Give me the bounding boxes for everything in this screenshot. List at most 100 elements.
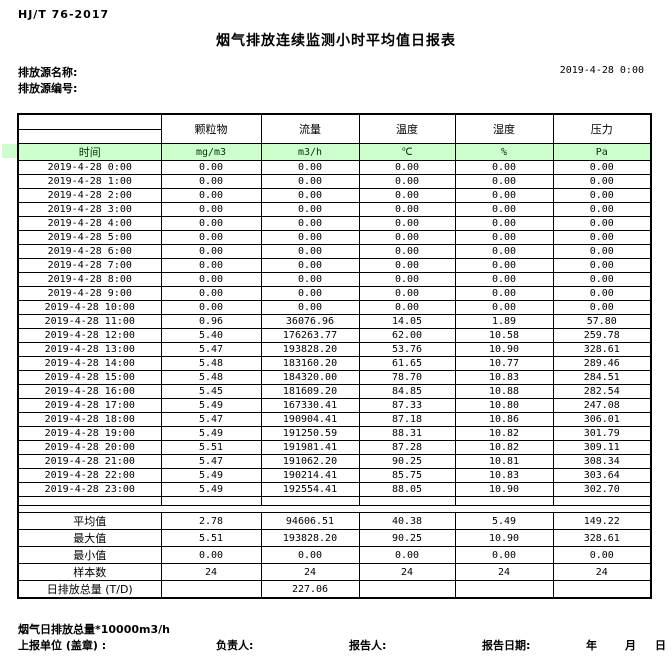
row-time: 2019-4-28 7:00 bbox=[17, 258, 162, 273]
unit-temperature: ℃ bbox=[358, 143, 456, 161]
table-row: 2019-4-28 9:00 0.00 0.00 0.00 0.00 0.00 bbox=[17, 286, 652, 301]
table-row: 2019-4-28 4:00 0.00 0.00 0.00 0.00 0.00 bbox=[17, 216, 652, 231]
unit-header-row: 时间 mg/m3 m3/h ℃ % Pa bbox=[17, 143, 652, 161]
cell-value: 0.00 bbox=[160, 546, 262, 564]
col-header-pressure: 压力 bbox=[552, 113, 652, 144]
cell-value: 191981.41 bbox=[260, 440, 360, 455]
table-row: 2019-4-28 2:00 0.00 0.00 0.00 0.00 0.00 bbox=[17, 188, 652, 203]
table-row: 2019-4-28 18:00 5.47 190904.41 87.18 10.86 30… bbox=[17, 412, 652, 427]
cell-value: 0.00 bbox=[454, 546, 554, 564]
gap-cell bbox=[17, 505, 652, 513]
unit-pressure: Pa bbox=[552, 143, 652, 161]
cell-value: 0.00 bbox=[552, 230, 652, 245]
table-row: 2019-4-28 16:00 5.45 181609.20 84.85 10.88 28… bbox=[17, 384, 652, 399]
cell-value: 0.00 bbox=[454, 202, 554, 217]
cell-value: 0.00 bbox=[358, 286, 456, 301]
summary-label: 日排放总量 (T/D) bbox=[17, 580, 162, 599]
cell-value: 192554.41 bbox=[260, 482, 360, 497]
hourly-rows: 2019-4-28 0:00 0.00 0.00 0.00 0.00 0.00 2019-4… bbox=[17, 160, 652, 497]
cell-value: 24 bbox=[552, 563, 652, 581]
row-time: 2019-4-28 14:00 bbox=[17, 356, 162, 371]
summary-rows: 平均值 2.78 94606.51 40.38 5.49 149.22 最大值 5.51 193… bbox=[17, 512, 652, 599]
cell-value: 0.00 bbox=[552, 286, 652, 301]
col-header-humidity: 湿度 bbox=[454, 113, 554, 144]
monitoring-table: 颗粒物 流量 温度 湿度 压力 时间 mg/m3 m3/h ℃ % Pa 201… bbox=[17, 113, 652, 599]
cell-value: 0.00 bbox=[552, 258, 652, 273]
cell-value: 90.25 bbox=[358, 529, 456, 547]
table-row: 2019-4-28 6:00 0.00 0.00 0.00 0.00 0.00 bbox=[17, 244, 652, 259]
cell-value: 10.90 bbox=[454, 342, 554, 357]
cell-value: 0.00 bbox=[160, 202, 262, 217]
cell-value: 0.00 bbox=[358, 300, 456, 315]
cell-value: 53.76 bbox=[358, 342, 456, 357]
cell-value: 149.22 bbox=[552, 512, 652, 530]
cell-value: 191250.59 bbox=[260, 426, 360, 441]
spacer-cell bbox=[160, 496, 262, 506]
row-time: 2019-4-28 1:00 bbox=[17, 174, 162, 189]
cell-value: 176263.77 bbox=[260, 328, 360, 343]
row-time: 2019-4-28 3:00 bbox=[17, 202, 162, 217]
cell-value: 62.00 bbox=[358, 328, 456, 343]
cell-value: 5.49 bbox=[160, 426, 262, 441]
cell-value: 88.05 bbox=[358, 482, 456, 497]
cell-value: 0.00 bbox=[358, 202, 456, 217]
row-time: 2019-4-28 11:00 bbox=[17, 314, 162, 329]
cell-value: 0.00 bbox=[552, 202, 652, 217]
cell-value: 0.00 bbox=[454, 272, 554, 287]
cell-value: 5.49 bbox=[160, 468, 262, 483]
cell-value: 190214.41 bbox=[260, 468, 360, 483]
cell-value: 1.89 bbox=[454, 314, 554, 329]
col-header-temperature: 温度 bbox=[358, 113, 456, 144]
cell-value: 2.78 bbox=[160, 512, 262, 530]
cell-value: 0.00 bbox=[358, 216, 456, 231]
green-row-margin-strip bbox=[2, 144, 17, 158]
report-table-wrapper: 颗粒物 流量 温度 湿度 压力 时间 mg/m3 m3/h ℃ % Pa 201… bbox=[17, 113, 652, 599]
row-time: 2019-4-28 10:00 bbox=[17, 300, 162, 315]
spacer-cell bbox=[358, 496, 456, 506]
cell-value: 0.00 bbox=[160, 216, 262, 231]
row-time: 2019-4-28 5:00 bbox=[17, 230, 162, 245]
table-row: 2019-4-28 22:00 5.49 190214.41 85.75 10.83 30… bbox=[17, 468, 652, 483]
cell-value: 5.47 bbox=[160, 454, 262, 469]
cell-value: 0.00 bbox=[358, 188, 456, 203]
cell-value: 0.00 bbox=[160, 174, 262, 189]
row-time: 2019-4-28 12:00 bbox=[17, 328, 162, 343]
table-row: 2019-4-28 17:00 5.49 167330.41 87.33 10.80 24… bbox=[17, 398, 652, 413]
page-title: 烟气排放连续监测小时平均值日报表 bbox=[216, 33, 456, 49]
table-row: 2019-4-28 3:00 0.00 0.00 0.00 0.00 0.00 bbox=[17, 202, 652, 217]
cell-value: 0.00 bbox=[160, 272, 262, 287]
cell-value: 0.00 bbox=[260, 216, 360, 231]
row-time: 2019-4-28 9:00 bbox=[17, 286, 162, 301]
cell-value: 0.00 bbox=[454, 300, 554, 315]
table-row: 2019-4-28 5:00 0.00 0.00 0.00 0.00 0.00 bbox=[17, 230, 652, 245]
cell-value: 10.88 bbox=[454, 384, 554, 399]
cell-value: 0.00 bbox=[552, 300, 652, 315]
cell-value: 88.31 bbox=[358, 426, 456, 441]
table-row: 2019-4-28 10:00 0.00 0.00 0.00 0.00 0.00 bbox=[17, 300, 652, 315]
cell-value: 0.00 bbox=[552, 546, 652, 564]
reporter-label: 报告人: bbox=[349, 639, 387, 652]
row-time: 2019-4-28 2:00 bbox=[17, 188, 162, 203]
cell-value: 0.00 bbox=[160, 188, 262, 203]
cell-value: 0.00 bbox=[552, 174, 652, 189]
table-row: 2019-4-28 19:00 5.49 191250.59 88.31 10.82 30… bbox=[17, 426, 652, 441]
cell-value: 5.40 bbox=[160, 328, 262, 343]
day-label: 日 bbox=[655, 639, 666, 652]
cell-value: 0.00 bbox=[552, 188, 652, 203]
cell-value: 301.79 bbox=[552, 426, 652, 441]
cell-value: 303.64 bbox=[552, 468, 652, 483]
row-time: 2019-4-28 13:00 bbox=[17, 342, 162, 357]
table-row: 平均值 2.78 94606.51 40.38 5.49 149.22 bbox=[17, 512, 652, 530]
cell-value: 5.47 bbox=[160, 342, 262, 357]
cell-value: 0.00 bbox=[358, 160, 456, 175]
cell-value: 191062.20 bbox=[260, 454, 360, 469]
cell-value: 0.00 bbox=[454, 286, 554, 301]
cell-value: 247.08 bbox=[552, 398, 652, 413]
cell-value: 90.25 bbox=[358, 454, 456, 469]
cell-value: 328.61 bbox=[552, 342, 652, 357]
table-row: 最大值 5.51 193828.20 90.25 10.90 328.61 bbox=[17, 529, 652, 547]
table-row: 2019-4-28 21:00 5.47 191062.20 90.25 10.81 30… bbox=[17, 454, 652, 469]
table-row: 最小值 0.00 0.00 0.00 0.00 0.00 bbox=[17, 546, 652, 564]
cell-value bbox=[160, 580, 262, 599]
year-label: 年 bbox=[586, 639, 597, 652]
